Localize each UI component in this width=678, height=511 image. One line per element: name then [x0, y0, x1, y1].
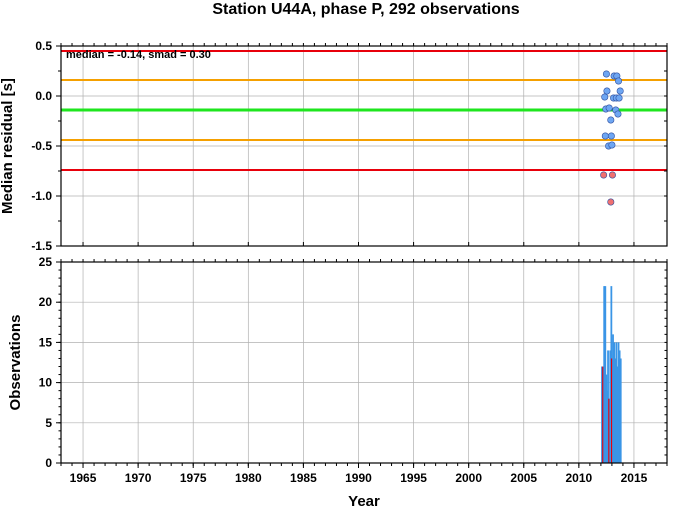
residual-point [603, 87, 611, 95]
residual-point [615, 94, 623, 102]
residual-point [605, 104, 613, 112]
x-tick-label: 2000 [455, 471, 482, 485]
observations-y-ticks: 25 20 15 10 5 0 [39, 255, 667, 470]
x-tick-label: 2005 [510, 471, 537, 485]
residual-y-tick-label: 0.0 [35, 89, 52, 103]
observations-bar [614, 358, 617, 463]
residual-y-tick-label: -0.5 [31, 139, 52, 153]
residual-point [615, 77, 623, 85]
observations-bar [612, 334, 614, 463]
observations-y-tick-label: 25 [39, 255, 53, 269]
x-tick-label: 1970 [125, 471, 152, 485]
observations-y-axis-label: Observations [7, 315, 24, 411]
x-tick-label: 1995 [400, 471, 427, 485]
residual-points [600, 70, 624, 206]
x-tick-label: 1965 [70, 471, 97, 485]
observations-outlier-bar [602, 366, 604, 463]
residual-y-tick-label: -1.0 [31, 189, 52, 203]
x-tick-label: 2015 [621, 471, 648, 485]
residual-point [608, 141, 616, 149]
residual-point [607, 132, 615, 140]
x-axis-label: Year [348, 493, 380, 510]
observations-frame [60, 261, 668, 464]
observations-y-tick-label: 0 [45, 456, 52, 470]
observations-bar [604, 286, 607, 463]
residual-point [601, 93, 609, 101]
observations-y-tick-label: 10 [39, 376, 53, 390]
observations-bar [615, 342, 618, 463]
residual-grid [61, 45, 667, 247]
x-tick-label: 1990 [345, 471, 372, 485]
observations-bar [601, 366, 603, 463]
residual-outlier-point [607, 198, 615, 206]
observations-bar [609, 350, 612, 463]
residual-point [616, 87, 624, 95]
residual-point [601, 132, 609, 140]
observations-outlier-bar [611, 358, 613, 463]
x-tick-label: 2010 [566, 471, 593, 485]
observations-bar [618, 350, 621, 463]
observations-y-tick-label: 5 [45, 416, 52, 430]
residual-y-tick-label: -1.5 [31, 239, 52, 253]
residual-reference-lines [61, 50, 667, 171]
observations-bar [616, 366, 619, 463]
observations-bars [601, 286, 622, 463]
residual-y-axis-label: Median residual [s] [0, 78, 16, 214]
residual-panel: 0.5 0.0 -0.5 -1.0 -1.5 median = -0.14, smad … [0, 39, 668, 253]
x-tick-label: 1980 [235, 471, 262, 485]
observations-bar [617, 342, 620, 463]
residual-x-ticks [60, 43, 668, 246]
residual-outlier-point [608, 171, 616, 179]
residual-outlier-point [600, 171, 608, 179]
residual-point [607, 116, 615, 124]
observations-bar [619, 358, 622, 463]
observations-bar [613, 342, 616, 463]
x-tick-label: 1975 [180, 471, 207, 485]
median-smad-annotation: median = -0.14, smad = 0.30 [66, 49, 211, 61]
x-tick-label: 1985 [290, 471, 317, 485]
observations-x-ticks: 1965 1970 1975 1980 1985 1990 1995 2000 2005 2010… [60, 259, 668, 485]
observations-y-tick-label: 20 [39, 295, 53, 309]
observations-bar [603, 286, 606, 463]
residual-y-tick-label: 0.5 [35, 39, 52, 53]
residual-y-ticks: 0.5 0.0 -0.5 -1.0 -1.5 [31, 39, 667, 253]
observations-bar [606, 390, 608, 463]
observations-outlier-bar [608, 398, 611, 463]
residual-point [614, 110, 622, 118]
residual-point [602, 70, 610, 78]
chart-title: Station U44A, phase P, 292 observations [212, 1, 519, 18]
observations-bar [607, 350, 609, 463]
observations-grid [61, 261, 667, 464]
observations-y-tick-label: 15 [39, 335, 53, 349]
